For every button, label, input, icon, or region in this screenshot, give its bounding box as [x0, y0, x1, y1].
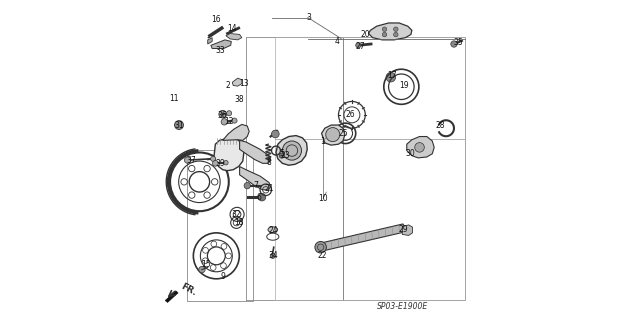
Circle shape [386, 72, 396, 82]
Text: 19: 19 [399, 81, 408, 90]
Text: 2: 2 [226, 81, 230, 90]
Text: 3: 3 [307, 13, 311, 22]
Circle shape [199, 266, 205, 273]
Circle shape [221, 119, 227, 125]
Text: 38: 38 [235, 95, 244, 104]
Text: 1: 1 [320, 137, 325, 146]
Ellipse shape [268, 227, 278, 233]
Circle shape [270, 253, 275, 258]
Circle shape [244, 182, 250, 189]
Polygon shape [165, 291, 178, 302]
Text: FR.: FR. [179, 282, 198, 298]
Text: 24: 24 [269, 226, 278, 235]
Polygon shape [276, 136, 307, 165]
Circle shape [282, 141, 301, 160]
Text: 27: 27 [355, 42, 365, 51]
Circle shape [279, 153, 284, 158]
Text: 31: 31 [174, 121, 184, 130]
Text: 4: 4 [334, 37, 339, 46]
Circle shape [211, 156, 216, 161]
Polygon shape [407, 137, 434, 158]
Polygon shape [232, 78, 242, 86]
Text: 30: 30 [405, 149, 415, 158]
Text: 10: 10 [318, 194, 328, 203]
Polygon shape [223, 124, 249, 140]
Circle shape [219, 110, 227, 118]
Circle shape [451, 41, 457, 47]
Text: 17: 17 [387, 71, 397, 80]
Text: 8: 8 [267, 158, 271, 167]
Text: 23: 23 [281, 151, 291, 160]
Circle shape [212, 160, 218, 166]
Text: 34: 34 [268, 251, 278, 260]
Text: 9: 9 [221, 272, 225, 281]
Text: 25: 25 [338, 129, 348, 138]
Circle shape [382, 32, 387, 37]
Polygon shape [369, 23, 412, 40]
Text: 37: 37 [186, 156, 196, 165]
Text: 14: 14 [227, 24, 237, 33]
Circle shape [271, 130, 279, 138]
Text: 39: 39 [216, 159, 225, 168]
Polygon shape [319, 224, 406, 251]
Text: 22: 22 [318, 251, 327, 260]
Text: 33: 33 [216, 46, 225, 55]
Circle shape [415, 143, 424, 152]
Polygon shape [208, 38, 212, 44]
Circle shape [232, 118, 237, 123]
Text: SP03-E1900E: SP03-E1900E [377, 302, 428, 311]
Text: 7: 7 [253, 181, 258, 190]
Polygon shape [239, 140, 271, 163]
Text: 26: 26 [346, 110, 355, 119]
Polygon shape [226, 33, 242, 40]
Polygon shape [321, 125, 345, 145]
Circle shape [184, 157, 191, 163]
Text: 5: 5 [279, 149, 284, 158]
Polygon shape [239, 167, 271, 190]
Circle shape [326, 128, 340, 142]
Text: 11: 11 [169, 94, 179, 103]
Text: 29: 29 [399, 225, 408, 234]
Polygon shape [214, 138, 244, 171]
Text: 32: 32 [232, 210, 241, 219]
Text: 16: 16 [211, 15, 221, 24]
Text: 6: 6 [257, 193, 262, 202]
Circle shape [258, 193, 266, 201]
Text: 20: 20 [360, 30, 370, 39]
Circle shape [223, 160, 228, 165]
Text: 12: 12 [225, 117, 234, 126]
Text: 35: 35 [453, 38, 463, 47]
Circle shape [394, 32, 398, 37]
Text: 18: 18 [234, 218, 243, 227]
Polygon shape [211, 40, 231, 48]
Text: 15: 15 [201, 260, 211, 269]
Text: 36: 36 [218, 111, 228, 120]
Text: 21: 21 [265, 184, 275, 193]
Circle shape [315, 241, 326, 253]
Circle shape [394, 27, 398, 32]
Circle shape [356, 43, 361, 48]
Circle shape [175, 121, 184, 130]
Text: 28: 28 [436, 121, 445, 130]
Polygon shape [403, 225, 413, 235]
Circle shape [382, 27, 387, 32]
Circle shape [227, 111, 232, 116]
Text: 13: 13 [239, 79, 249, 88]
